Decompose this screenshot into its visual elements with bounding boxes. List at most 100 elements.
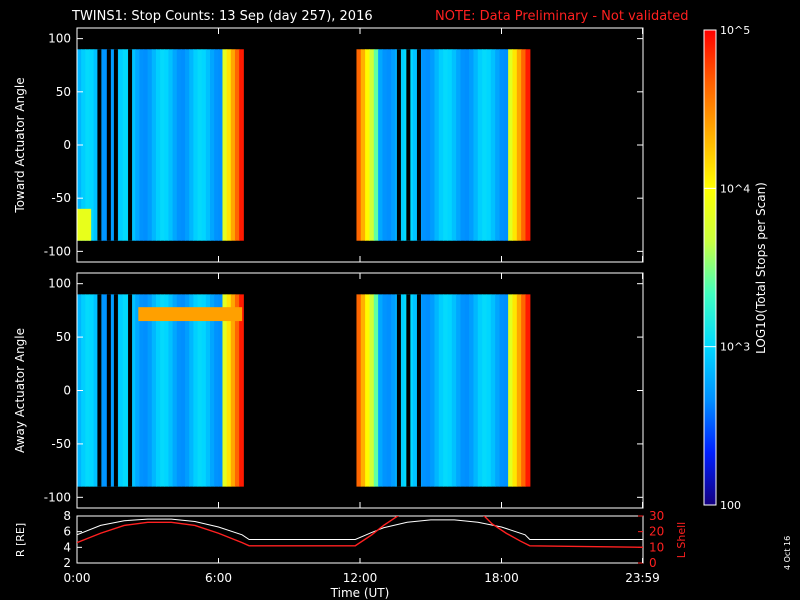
heatmap-column (122, 49, 128, 241)
heatmap-column (205, 49, 211, 241)
plot-title: TWINS1: Stop Counts: 13 Sep (day 257), 2… (71, 9, 373, 24)
heatmap-gap (106, 294, 111, 487)
heatmap-column (147, 294, 153, 487)
x-tick-label: 12:00 (343, 571, 378, 585)
y-tick-label: 2 (63, 556, 71, 570)
heatmap-column (222, 49, 228, 241)
y-axis-label: Toward Actuator Angle (13, 77, 27, 213)
y-tick-label: 4 (63, 540, 71, 554)
heatmap-column (85, 294, 91, 487)
y-tick-label-right: 30 (649, 509, 664, 523)
heatmap-column (360, 49, 366, 241)
heatmap-column (447, 49, 453, 241)
heatmap-column (239, 294, 244, 487)
heatmap-column (85, 49, 91, 241)
heatmap-column (151, 49, 157, 241)
y-tick-label: 100 (48, 277, 71, 291)
heatmap-column (425, 49, 431, 241)
heatmap-column (382, 294, 388, 487)
heatmap-gap (97, 294, 102, 487)
heatmap-column (168, 294, 174, 487)
heatmap-column (164, 294, 170, 487)
heatmap-column (512, 294, 518, 487)
heatmap-column (516, 49, 522, 241)
heatmap-column (222, 294, 228, 487)
y-tick-label: 50 (56, 85, 71, 99)
y-tick-label: 100 (48, 32, 71, 46)
heatmap-column (239, 49, 244, 241)
heatmap-column (205, 294, 211, 487)
heatmap-column (110, 294, 116, 487)
heatmap-column (382, 49, 388, 241)
heatmap-column (197, 294, 203, 487)
x-tick-label: 18:00 (484, 571, 519, 585)
heatmap-column (521, 294, 527, 487)
heatmap-column (373, 294, 379, 487)
heatmap-column (460, 294, 466, 487)
colorbar-tick-label: 10^5 (720, 24, 750, 37)
heatmap-column (516, 294, 522, 487)
heatmap-column (155, 49, 161, 241)
heatmap-feature (77, 208, 92, 241)
heatmap-column (101, 294, 107, 487)
heatmap-column (490, 49, 496, 241)
heatmap-column (201, 49, 207, 241)
l-shell-line (77, 516, 643, 549)
x-tick-label: 6:00 (205, 571, 232, 585)
heatmap-gap (416, 49, 421, 241)
y-tick-label-right: 20 (649, 525, 664, 539)
radius-line (77, 518, 643, 540)
heatmap-column (521, 49, 527, 241)
y-tick-label: -100 (44, 244, 71, 258)
heatmap-column (234, 49, 240, 241)
heatmap-gap (97, 49, 102, 241)
heatmap-column (89, 294, 95, 487)
heatmap-panel-toward: 100 50 0 -50 -100 Toward Actuator Angle (13, 27, 644, 263)
heatmap-column (477, 49, 483, 241)
heatmap-column (89, 49, 95, 241)
heatmap-column (365, 49, 371, 241)
heatmap-column (131, 49, 136, 241)
colorbar-label: LOG10(Total Stops per Scan) (754, 182, 768, 354)
heatmap-column (230, 294, 236, 487)
heatmap-column (386, 294, 392, 487)
heatmap-gap (416, 294, 421, 487)
heatmap-column (386, 49, 392, 241)
y-tick-label: 6 (63, 525, 71, 539)
heatmap-column (118, 294, 124, 487)
heatmap-column (443, 49, 449, 241)
heatmap-column (176, 49, 182, 241)
heatmap-column (118, 49, 124, 241)
colorbar-tick-label: 10^4 (720, 182, 750, 195)
heatmap-column (226, 294, 232, 487)
heatmap-column (180, 49, 186, 241)
heatmap-column (164, 49, 170, 241)
y-tick-label: 0 (63, 384, 71, 398)
heatmap-column (391, 49, 397, 241)
y-tick-label: -50 (51, 191, 71, 205)
date-stamp: 4 Oct 16 (783, 536, 792, 570)
heatmap-column (490, 294, 496, 487)
heatmap-column (430, 294, 436, 487)
heatmap-column (399, 294, 405, 487)
heatmap-column (421, 294, 427, 487)
heatmap-column (469, 49, 475, 241)
heatmap-panel-away: 100 50 0 -50 -100 Away Actuator Angle (13, 272, 644, 509)
heatmap-column (486, 294, 492, 487)
heatmap-column (495, 49, 501, 241)
heatmap-column (193, 49, 199, 241)
heatmap-column (101, 49, 107, 241)
heatmap-column (356, 49, 362, 241)
y-tick-label-right: 0 (649, 556, 657, 570)
heatmap-column (160, 294, 165, 487)
heatmap-column (81, 49, 86, 241)
heatmap-column (525, 294, 531, 487)
heatmap-column (378, 49, 384, 241)
heatmap-column (464, 294, 470, 487)
heatmap-column (456, 49, 462, 241)
heatmap-column (210, 294, 215, 487)
colorbar-strip (703, 29, 717, 506)
heatmap-gap (406, 294, 411, 487)
colorbar: 10^5 10^4 10^3 100 LOG10(Total Stops per Sc… (703, 24, 768, 512)
